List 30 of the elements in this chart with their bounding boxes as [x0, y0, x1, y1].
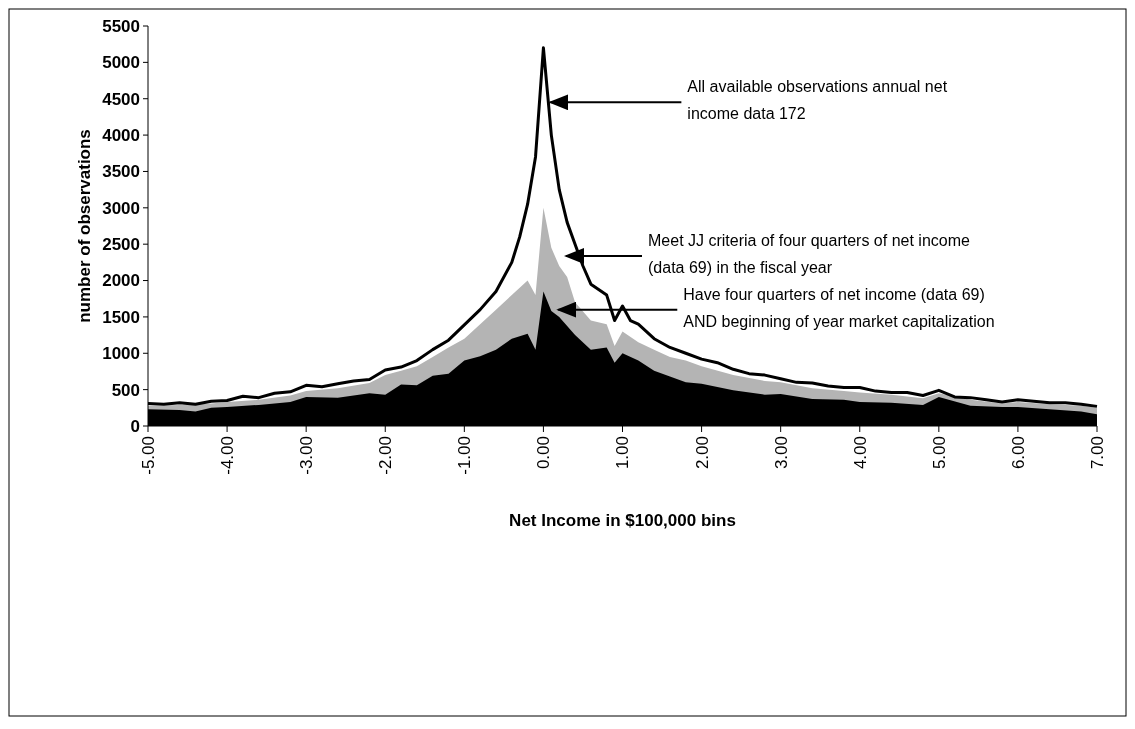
x-tick-label: 2.00: [692, 436, 712, 470]
x-tick-label: 4.00: [850, 436, 870, 470]
y-tick-label: 4500: [102, 89, 140, 109]
x-tick-label: 6.00: [1008, 436, 1028, 470]
y-tick-label: 5500: [102, 16, 140, 36]
y-tick-label: 500: [111, 380, 140, 400]
annotation: Meet JJ criteria of four quarters of net income (data 69) in the fiscal year: [648, 232, 971, 276]
x-tick-label: -3.00: [297, 436, 317, 475]
x-tick-label: 5.00: [929, 436, 949, 470]
y-tick-label: 2000: [102, 271, 140, 291]
y-axis-title: number of observations: [75, 129, 94, 323]
x-tick-label: -5.00: [138, 436, 158, 475]
x-axis-title: Net Income in $100,000 bins: [509, 511, 736, 530]
x-tick-label: 3.00: [771, 436, 791, 470]
y-tick-label: 0: [130, 416, 140, 436]
y-tick-label: 1500: [102, 307, 140, 327]
x-tick-label: -2.00: [376, 436, 396, 475]
x-tick-label: -4.00: [218, 436, 238, 475]
y-tick-label: 1000: [102, 344, 140, 364]
y-tick-label: 2500: [102, 235, 140, 255]
annotation: Have four quarters of net income (data 69) AND beginning of year market capitalization: [683, 285, 995, 330]
x-tick-label: -1.00: [455, 436, 475, 475]
y-tick-label: 5000: [102, 53, 140, 73]
y-tick-label: 3000: [102, 198, 140, 218]
x-tick-label: 0.00: [534, 436, 554, 470]
x-tick-label: 7.00: [1087, 436, 1107, 470]
y-tick-label: 4000: [102, 126, 140, 146]
x-tick-label: 1.00: [613, 436, 633, 470]
y-tick-label: 3500: [102, 162, 140, 182]
annotation: All available observations annual net income data 172: [687, 78, 948, 123]
